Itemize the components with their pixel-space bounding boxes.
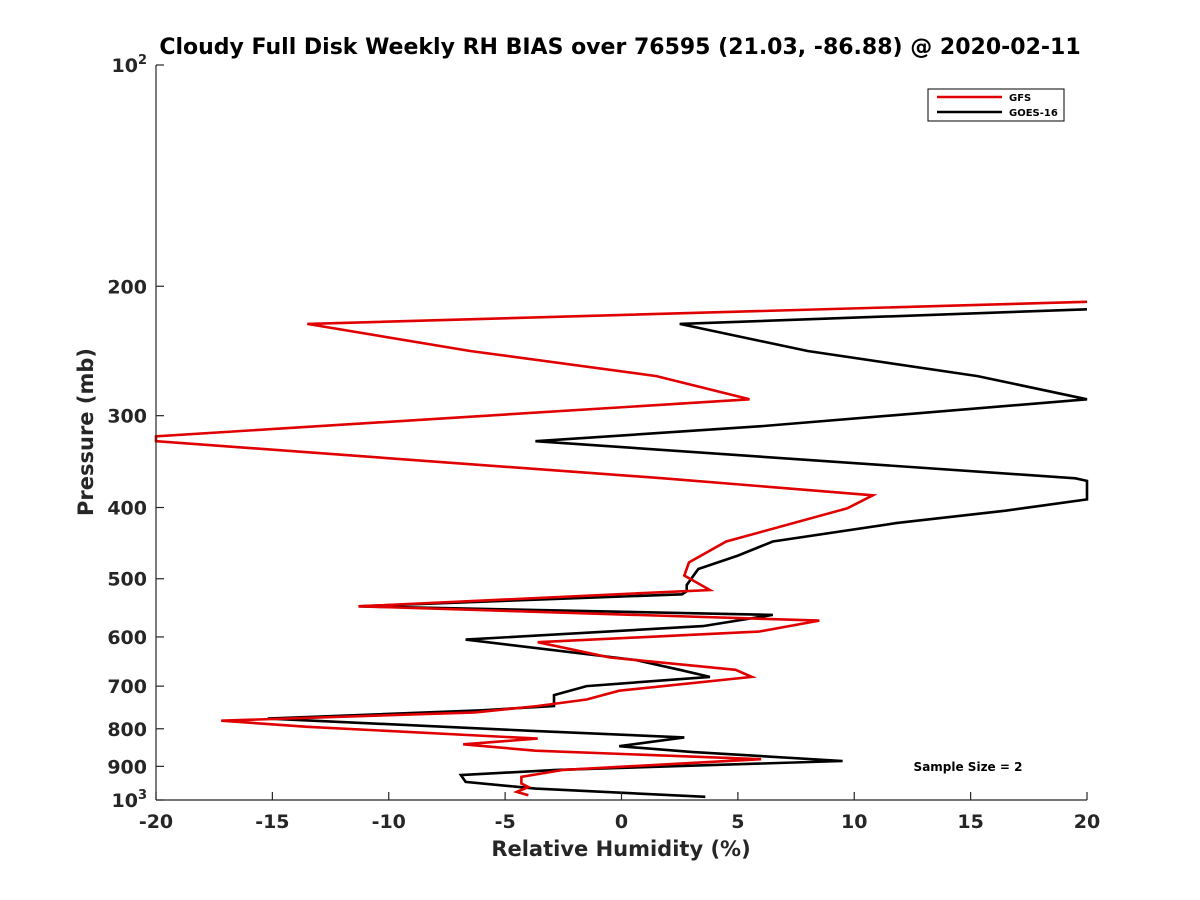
x-tick-label: -20 xyxy=(139,811,173,833)
y-tick-exponent: 3 xyxy=(138,788,147,803)
legend-label-goes16: GOES-16 xyxy=(1009,108,1058,119)
y-tick-exponent: 2 xyxy=(138,53,147,68)
series-line-goes16 xyxy=(267,308,1089,799)
x-ticks: -20 -15 -10 -5 0 5 10 15 20 xyxy=(139,792,1100,833)
y-tick-label: 800 xyxy=(107,719,147,741)
y-tick-label: 102 xyxy=(112,53,148,77)
y-axis-label: Pressure (mb) xyxy=(74,348,98,516)
y-tick-label: 900 xyxy=(107,756,147,778)
chart-title: Cloudy Full Disk Weekly RH BIAS over 765… xyxy=(159,35,1080,60)
y-tick-base: 10 xyxy=(112,790,138,812)
y-tick-label: 700 xyxy=(107,676,147,698)
legend-box xyxy=(927,88,1065,122)
x-tick-label: 15 xyxy=(957,811,983,833)
x-tick-label: 0 xyxy=(615,811,628,833)
legend-label-gfs: GFS xyxy=(1009,93,1031,104)
x-tick-label: 10 xyxy=(841,811,867,833)
x-tick-label: -15 xyxy=(255,811,289,833)
y-tick-label: 400 xyxy=(107,498,147,520)
y-tick-label: 600 xyxy=(107,627,147,649)
y-tick-label: 103 xyxy=(112,788,148,812)
sample-size-annotation: Sample Size = 2 xyxy=(914,760,1023,774)
x-tick-label: -5 xyxy=(495,811,516,833)
y-tick-label: 300 xyxy=(107,406,147,428)
x-tick-label: 20 xyxy=(1074,811,1100,833)
plot-area: -20 -15 -10 -5 0 5 10 15 20 10220030040050060070… xyxy=(107,53,1100,833)
x-tick-label: 5 xyxy=(731,811,744,833)
y-tick-base: 10 xyxy=(112,55,138,77)
legend: GFS GOES-16 xyxy=(927,88,1065,122)
y-tick-label: 500 xyxy=(107,569,147,591)
y-tick-label: 200 xyxy=(107,276,147,298)
x-axis-label: Relative Humidity (%) xyxy=(491,837,750,861)
x-tick-label: -10 xyxy=(372,811,406,833)
